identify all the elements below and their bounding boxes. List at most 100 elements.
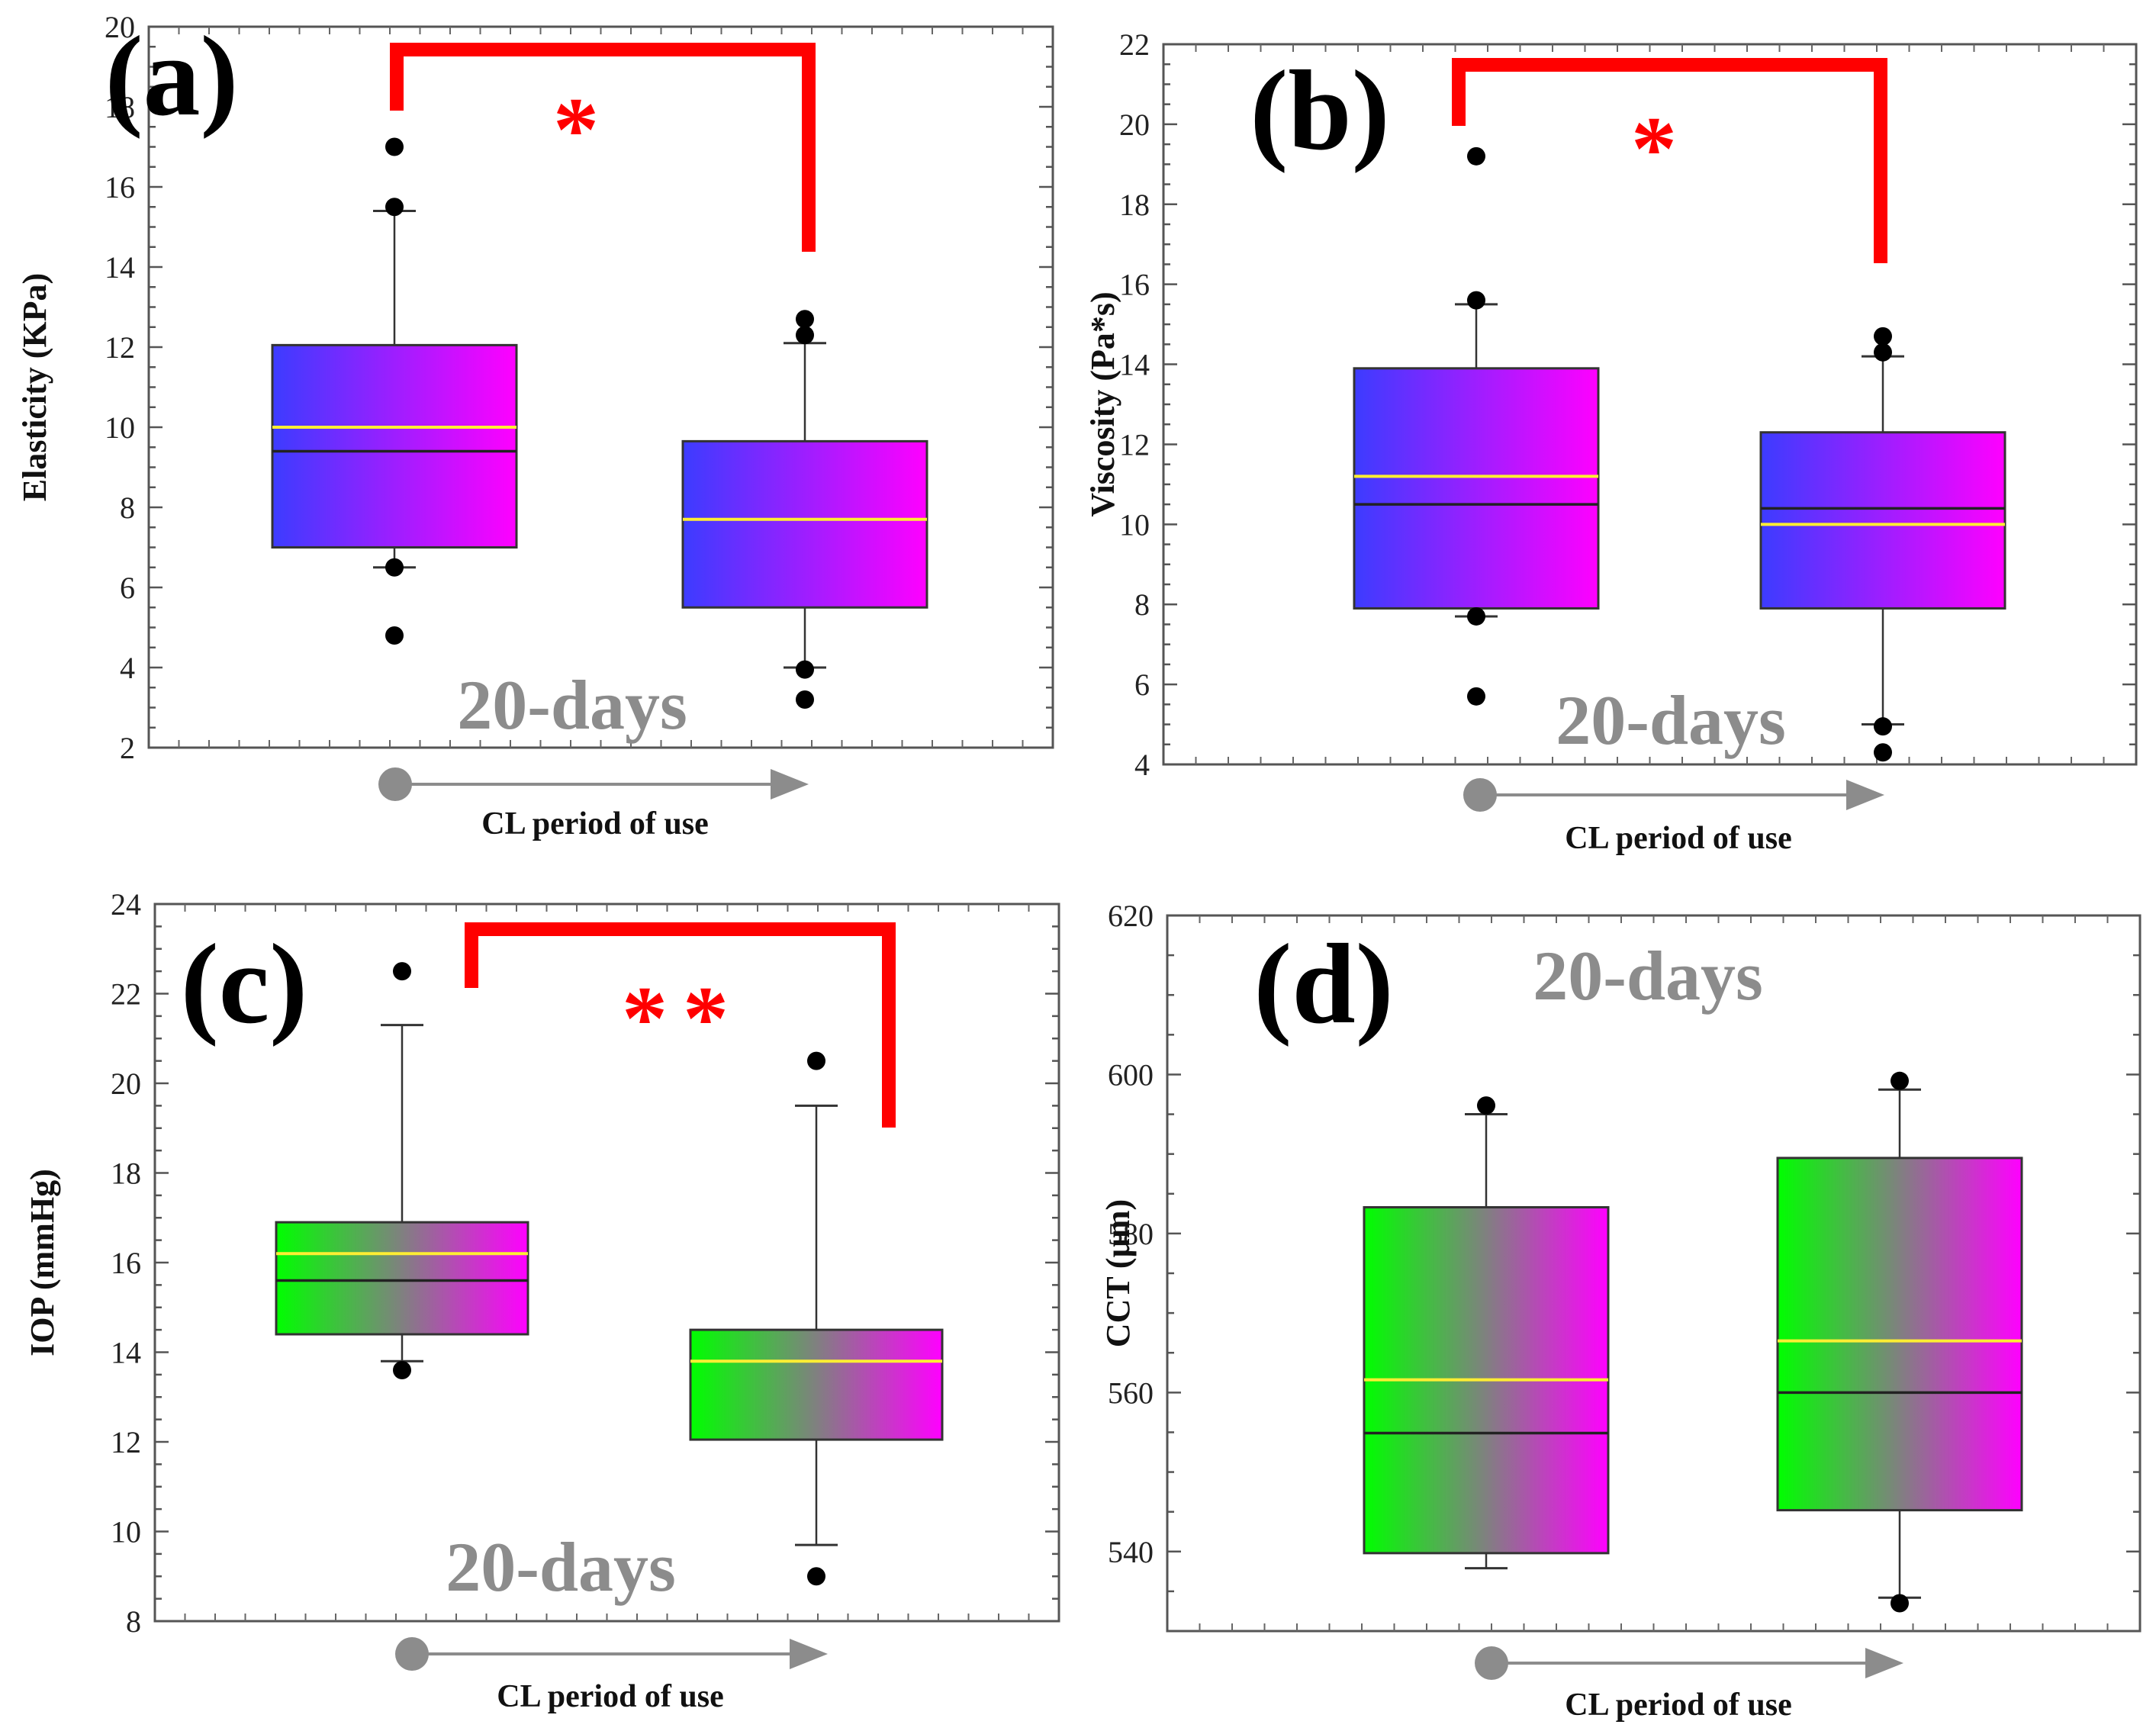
period-label: 20-days [457, 666, 687, 744]
significance-stars: * [553, 79, 599, 180]
significance-bracket [1452, 58, 1887, 263]
panel-label: (b) [1250, 47, 1389, 174]
y-tick-label: 18 [1119, 188, 1150, 222]
y-axis-label: Elasticity (KPa) [16, 273, 53, 501]
y-tick-label: 8 [1134, 587, 1150, 622]
outlier-point [385, 137, 404, 156]
y-tick-label: 16 [105, 170, 135, 204]
y-axis-label: CCT (µm) [1099, 1199, 1137, 1347]
box-2 [681, 310, 928, 709]
panel-label: (a) [105, 13, 239, 140]
box-iqr [1759, 431, 2006, 610]
y-tick-label: 8 [120, 491, 135, 525]
panel-b: 4 6 8 10 12 14 16 18 20 22 Viscosity (Pa*s) * (b) 20-… [1084, 27, 2138, 856]
y-tick-label: 18 [111, 1157, 141, 1191]
y-tick-label: 6 [1134, 668, 1150, 702]
y-tick-label: 10 [111, 1515, 141, 1549]
box-iqr [271, 343, 518, 549]
box-1 [1363, 1096, 1610, 1570]
y-tick-label: 22 [111, 977, 141, 1012]
outlier-point [1874, 743, 1892, 762]
outlier-point [807, 1567, 825, 1586]
y-tick-label: 560 [1108, 1375, 1154, 1410]
x-axis-label: CL period of use [1565, 1688, 1792, 1723]
box-iqr [275, 1221, 529, 1336]
outlier-point [1891, 1594, 1909, 1613]
panel-d: 540 560 580 600 620 CCT (µm) (d) 20-days CL peri… [1099, 899, 2142, 1723]
y-axis-label: Viscosity (Pa*s) [1084, 291, 1121, 516]
outlier-point [393, 1361, 411, 1379]
y-tick-label: 6 [120, 571, 135, 605]
y-tick-label: 12 [1119, 427, 1150, 462]
y-tick-label: 10 [1119, 507, 1150, 542]
y-tick-label: 22 [1119, 27, 1150, 62]
period-label: 20-days [1533, 937, 1763, 1015]
box-1 [1353, 146, 1600, 706]
y-tick-label: 8 [126, 1604, 141, 1639]
outlier-point [385, 198, 404, 217]
significance-bracket [390, 43, 816, 252]
outlier-point [393, 962, 411, 981]
outlier-point [1467, 606, 1485, 626]
y-axis-label: IOP (mmHg) [24, 1169, 61, 1356]
panel-label: (c) [181, 921, 307, 1047]
y-tick-label: 20 [105, 10, 135, 44]
y-tick-label: 12 [105, 330, 135, 365]
outlier-point [796, 310, 814, 329]
y-tick-label: 14 [1119, 348, 1150, 382]
box-iqr [681, 439, 928, 609]
outlier-point [1874, 343, 1892, 362]
y-tick-label: 20 [1119, 108, 1150, 142]
outlier-point [1467, 291, 1485, 310]
outlier-point [385, 558, 404, 577]
y-tick-label: 14 [105, 250, 135, 285]
outlier-point [1874, 717, 1892, 736]
panel-label: (d) [1253, 921, 1393, 1047]
x-axis-label: CL period of use [481, 806, 709, 841]
x-axis-label: CL period of use [1565, 821, 1792, 856]
significance-stars: ** [622, 967, 744, 1069]
outlier-point [796, 660, 814, 679]
box-iqr [1776, 1157, 2023, 1512]
panel-a: 2 4 6 8 10 12 14 16 18 20 Elasticity (KPa) * (a) 20-d… [16, 10, 1054, 841]
outlier-point [807, 1051, 825, 1070]
outlier-point [1467, 687, 1485, 706]
y-tick-label: 24 [111, 887, 141, 922]
significance-stars: * [1631, 98, 1677, 199]
y-tick-label: 16 [111, 1246, 141, 1280]
box-2 [689, 1051, 944, 1586]
significance-bracket [465, 922, 896, 1128]
box-2 [1776, 1071, 2023, 1613]
y-tick-label: 620 [1108, 899, 1154, 933]
y-tick-label: 580 [1108, 1217, 1154, 1251]
box-1 [275, 962, 529, 1379]
box-iqr [689, 1328, 944, 1441]
outlier-point [1874, 327, 1892, 346]
outlier-point [1891, 1071, 1909, 1090]
arrow-head [1865, 1648, 1903, 1678]
y-tick-label: 4 [120, 651, 135, 685]
box-1 [271, 137, 518, 645]
y-tick-label: 18 [105, 90, 135, 124]
panel-c: 8 10 12 14 16 18 20 22 24 IOP (mmHg) ** (c) 20-days C… [24, 887, 1060, 1714]
y-tick-label: 2 [120, 731, 135, 765]
arrow-head [1846, 780, 1884, 810]
y-tick-label: 10 [105, 410, 135, 445]
y-tick-label: 14 [111, 1336, 141, 1370]
outlier-point [796, 326, 814, 345]
period-label: 20-days [1556, 681, 1786, 759]
x-axis-label: CL period of use [497, 1679, 724, 1714]
outlier-point [796, 690, 814, 709]
outlier-point [1467, 146, 1485, 166]
arrow-head [771, 769, 809, 800]
arrow-head [790, 1639, 828, 1669]
y-tick-label: 4 [1134, 748, 1150, 782]
outlier-point [1477, 1096, 1495, 1115]
period-label: 20-days [446, 1528, 676, 1606]
box-iqr [1353, 367, 1600, 610]
box-2 [1759, 327, 2006, 762]
outlier-point [385, 626, 404, 645]
y-tick-label: 600 [1108, 1057, 1154, 1092]
y-tick-label: 20 [111, 1067, 141, 1101]
